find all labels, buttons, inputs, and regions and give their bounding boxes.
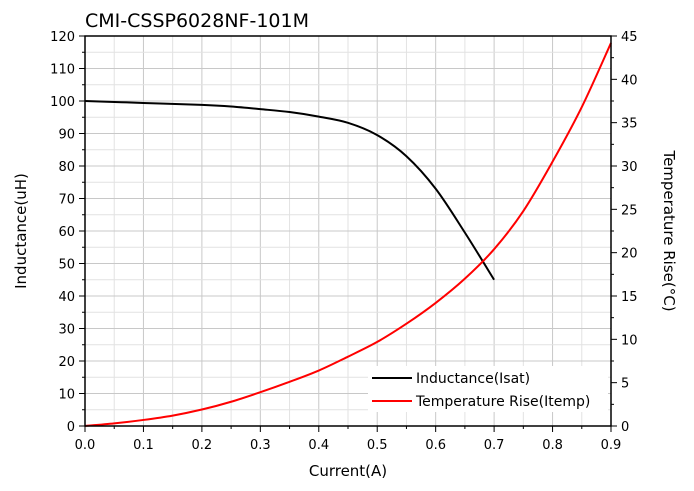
x-tick-label: 0.4 (308, 438, 329, 453)
x-tick-label: 0.5 (367, 438, 388, 453)
y-left-tick-label: 100 (50, 95, 75, 110)
x-tick-label: 0.6 (425, 438, 446, 453)
x-axis-label: Current(A) (309, 462, 387, 480)
y-left-tick-label: 20 (58, 355, 75, 370)
x-tick-label: 0.1 (133, 438, 154, 453)
series-layer (84, 42, 612, 427)
y-left-tick-label: 120 (50, 30, 75, 45)
legend: Inductance(Isat) Temperature Rise(Itemp) (368, 366, 608, 412)
legend-label-inductance: Inductance(Isat) (416, 371, 530, 387)
series-line-temperature (84, 42, 612, 427)
y-left-tick-label: 80 (58, 160, 75, 175)
y-right-tick-label: 15 (621, 290, 638, 305)
y-right-tick-label: 5 (621, 377, 629, 392)
y-right-tick-label: 40 (621, 73, 638, 88)
series-line-inductance (84, 100, 495, 281)
ticks: 0.0 0.1 0.2 0.3 0.4 0.5 0.6 0.7 0.8 0.9 0 10 20 30 40 5… (50, 30, 637, 453)
y-left-tick-label: 60 (58, 225, 75, 240)
legend-label-temperature: Temperature Rise(Itemp) (415, 394, 590, 410)
y-left-tick-label: 0 (67, 420, 75, 435)
y-right-tick-label: 0 (621, 420, 629, 435)
x-tick-label: 0.2 (192, 438, 213, 453)
y-left-tick-label: 50 (58, 258, 75, 273)
y-right-tick-label: 10 (621, 333, 638, 348)
y-right-tick-label: 25 (621, 203, 638, 218)
y-left-tick-label: 70 (58, 193, 75, 208)
y-axis-left-label: Inductance(uH) (12, 173, 30, 289)
legend-box (368, 366, 608, 412)
chart-title: CMI-CSSP6028NF-101M (85, 10, 309, 32)
y-right-tick-label: 20 (621, 247, 638, 262)
y-left-tick-label: 10 (58, 388, 75, 403)
x-tick-label: 0.8 (542, 438, 563, 453)
y-right-tick-label: 35 (621, 117, 638, 132)
x-tick-label: 0.0 (75, 438, 96, 453)
y-left-tick-label: 110 (50, 63, 75, 78)
y-left-tick-label: 90 (58, 128, 75, 143)
y-left-tick-label: 30 (58, 323, 75, 338)
x-tick-label: 0.9 (601, 438, 622, 453)
y-right-tick-label: 30 (621, 160, 638, 175)
y-left-tick-label: 40 (58, 290, 75, 305)
x-tick-label: 0.3 (250, 438, 271, 453)
y-axis-right-label: Temperature Rise(°C) (660, 149, 678, 311)
x-tick-label: 0.7 (484, 438, 505, 453)
y-right-tick-label: 45 (621, 30, 638, 45)
